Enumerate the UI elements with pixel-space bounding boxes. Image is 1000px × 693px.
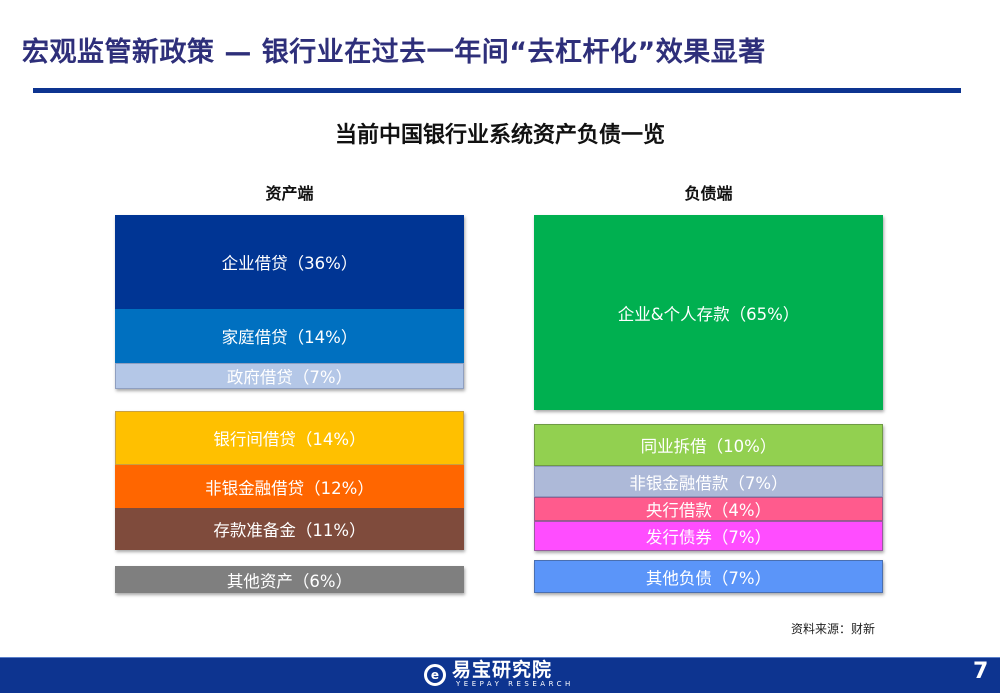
block-label: 家庭借贷（14%） [221, 328, 358, 347]
asset-block-nonbank-loans: 非银金融借贷（12%） [115, 465, 464, 508]
liability-block-interbank: 同业拆借（10%） [534, 424, 883, 466]
block-label: 发行债券（7%） [645, 528, 772, 547]
source-note: 资料来源：财新 [791, 622, 876, 636]
block-label: 政府借贷（7%） [226, 368, 353, 387]
asset-block-household-loans: 家庭借贷（14%） [115, 309, 464, 363]
block-label: 存款准备金（11%） [213, 521, 366, 540]
block-label: 非银金融借款（7%） [629, 473, 788, 493]
asset-block-reserves: 存款准备金（11%） [115, 508, 464, 550]
block-label: 银行间借贷（14%） [213, 430, 366, 449]
footer-bar [0, 657, 1000, 693]
asset-block-other: 其他资产（6%） [115, 566, 464, 593]
assets-column-header: 资产端 [265, 184, 314, 203]
block-label: 同业拆借（10%） [640, 437, 777, 456]
yeepay-e-icon: e [424, 663, 446, 686]
liability-block-deposits: 企业&个人存款（65%） [534, 215, 883, 410]
block-label: 企业借贷（36%） [221, 254, 358, 273]
liability-block-bonds: 发行债券（7%） [534, 521, 883, 551]
block-label: 非银金融借贷（12%） [205, 478, 374, 498]
slide-title: 宏观监管新政策 — 银行业在过去一年间“去杠杆化”效果显著 [22, 37, 766, 68]
liability-block-other: 其他负债（7%） [534, 560, 883, 593]
title-divider [33, 88, 961, 93]
liabilities-column-header: 负债端 [684, 184, 733, 203]
block-label: 其他负债（7%） [645, 568, 772, 588]
chart-title: 当前中国银行业系统资产负债一览 [334, 123, 665, 148]
logo-english-text: YEEPAY RESEARCH [456, 680, 574, 688]
logo-chinese-text: 易宝研究院 [452, 659, 553, 681]
block-label: 央行借款（4%） [645, 501, 772, 520]
asset-block-corporate-loans: 企业借贷（36%） [115, 215, 464, 309]
asset-block-government-loans: 政府借贷（7%） [115, 363, 464, 389]
liability-block-nonbank: 非银金融借款（7%） [534, 466, 883, 497]
page-number: 7 [973, 659, 989, 684]
block-label: 其他资产（6%） [226, 571, 353, 591]
asset-block-interbank-loans: 银行间借贷（14%） [115, 411, 464, 465]
yeepay-logo: e 易宝研究院 YEEPAY RESEARCH [424, 660, 574, 689]
liability-block-central-bank: 央行借款（4%） [534, 497, 883, 521]
block-label: 企业&个人存款（65%） [617, 304, 800, 324]
